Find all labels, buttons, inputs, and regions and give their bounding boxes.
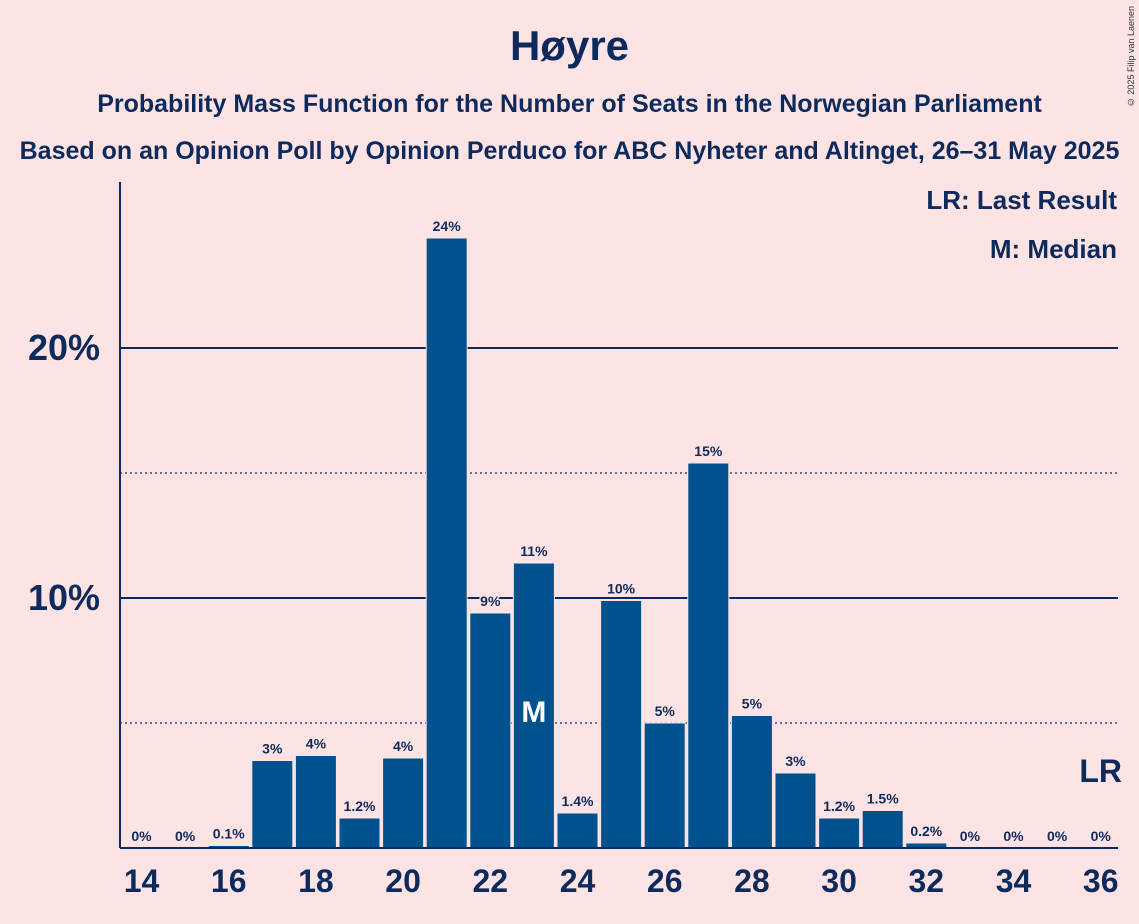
legend-last-result: LR: Last Result (926, 185, 1117, 215)
data-label: 0% (1047, 828, 1068, 844)
data-label: 0% (131, 828, 152, 844)
data-label: 0% (1091, 828, 1112, 844)
chart-subtitle: Probability Mass Function for the Number… (97, 90, 1042, 118)
bar (818, 817, 861, 849)
x-tick-label: 16 (211, 863, 247, 899)
data-label: 11% (520, 543, 548, 559)
bar (774, 772, 817, 849)
median-marker: M (521, 696, 546, 729)
bar (338, 817, 381, 849)
tick-labels: 14 16 18 20 22 24 26 28 30 32 34 36 10% 20% (28, 327, 1119, 899)
axes (119, 182, 1118, 849)
x-tick-label: 34 (996, 863, 1032, 899)
data-label: 0.2% (910, 823, 942, 839)
data-label: 1.2% (823, 798, 855, 814)
x-tick-label: 28 (734, 863, 770, 899)
x-tick-label: 26 (647, 863, 683, 899)
x-tick-label: 22 (473, 863, 509, 899)
data-label: 1.2% (344, 798, 376, 814)
y-tick-label: 10% (28, 577, 100, 618)
grid-lines (120, 347, 1118, 724)
data-label: 9% (480, 593, 501, 609)
bar (556, 812, 599, 849)
x-tick-label: 14 (124, 863, 160, 899)
data-label: 1.5% (867, 791, 899, 807)
bar (600, 600, 643, 849)
y-tick-label: 20% (28, 327, 100, 368)
data-label: 10% (607, 581, 636, 597)
last-result-marker: LR (1079, 753, 1122, 789)
x-tick-label: 30 (821, 863, 857, 899)
x-tick-label: 36 (1083, 863, 1119, 899)
data-label: 1.4% (562, 793, 594, 809)
data-label: 0.1% (213, 826, 245, 842)
data-label: 24% (433, 218, 462, 234)
x-tick-label: 24 (560, 863, 596, 899)
data-labels: 0% 0% 0.1% 3% 4% 1.2% 4% 24% 9% 11% 1.4% 10% 5% 15% 5%… (130, 217, 1113, 846)
bar (730, 715, 773, 849)
bar (425, 237, 468, 849)
data-label: 15% (694, 443, 723, 459)
chart-title: Høyre (509, 22, 630, 69)
bar (861, 810, 904, 849)
data-label: 3% (262, 741, 283, 757)
data-label: 4% (393, 738, 414, 754)
bars (207, 237, 948, 849)
bar (382, 757, 425, 849)
bar (512, 562, 555, 849)
bar (469, 612, 512, 849)
x-tick-label: 20 (385, 863, 421, 899)
data-label: 0% (175, 828, 196, 844)
bar (294, 755, 337, 849)
x-tick-label: 32 (909, 863, 945, 899)
x-tick-label: 18 (298, 863, 334, 899)
bar (687, 462, 730, 849)
data-label: 3% (785, 753, 806, 769)
data-label: 0% (960, 828, 981, 844)
legend-median: M: Median (990, 234, 1117, 264)
data-label: 0% (1003, 828, 1024, 844)
bar (251, 760, 294, 849)
data-label: 5% (655, 703, 676, 719)
bar (643, 722, 686, 849)
data-label: 4% (306, 736, 327, 752)
chart-subtitle-2: Based on an Opinion Poll by Opinion Perd… (19, 137, 1120, 165)
data-label: 5% (742, 696, 763, 712)
